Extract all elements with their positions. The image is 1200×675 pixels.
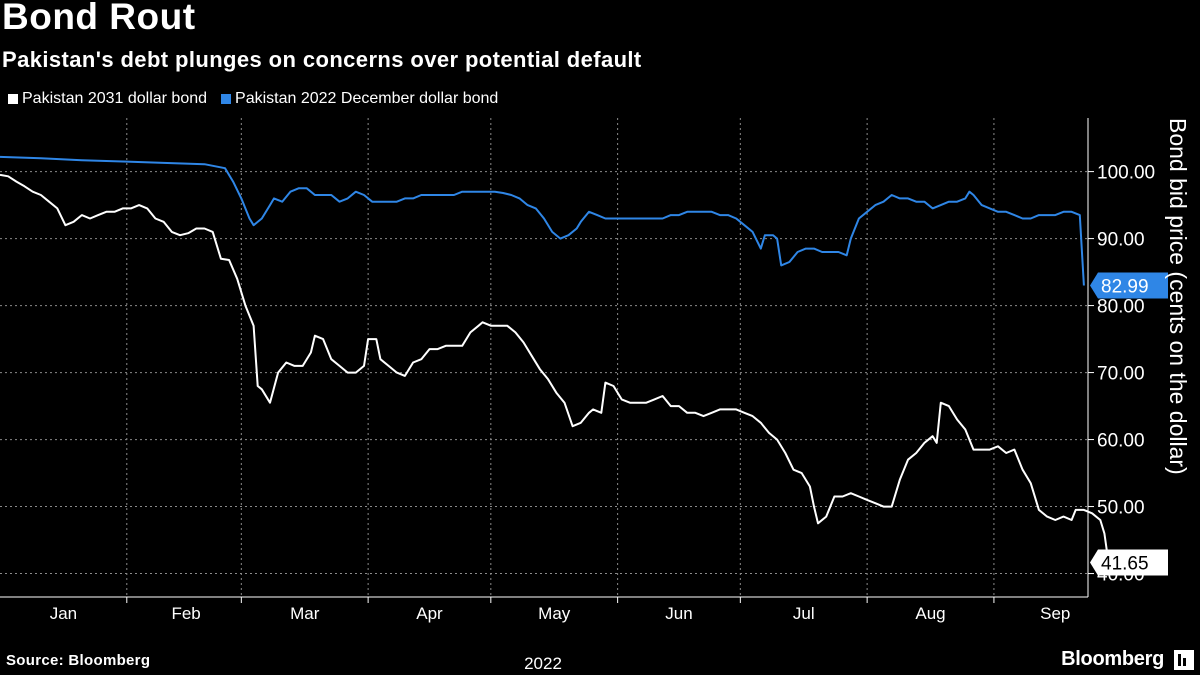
legend-swatch-2031: [8, 94, 18, 104]
legend-item-2031: Pakistan 2031 dollar bond: [8, 90, 207, 108]
grid-layer: [0, 118, 1088, 597]
series-line-2031: [0, 173, 1110, 563]
last-value-badge-2022: [1090, 272, 1168, 299]
series-line-2022: [0, 155, 1085, 286]
legend: Pakistan 2031 dollar bond Pakistan 2022 …: [8, 90, 498, 108]
y-tick-label: 90.00: [1097, 230, 1145, 251]
x-tick-label-apr: Apr: [416, 604, 443, 623]
y-tick-label: 50.00: [1097, 498, 1145, 519]
series-layer: [0, 155, 1110, 563]
x-tick-label-sep: Sep: [1040, 604, 1070, 623]
y-tick-label: 70.00: [1097, 364, 1145, 385]
x-tick-label-may: May: [538, 604, 571, 623]
axis-layer: 40.0050.0060.0070.0080.0090.00100.00JanF…: [0, 118, 1168, 623]
last-value-badge-2031: [1090, 549, 1168, 576]
x-tick-label-jun: Jun: [665, 604, 692, 623]
legend-swatch-2022: [221, 94, 232, 104]
bloomberg-logo-icon: [1174, 650, 1194, 670]
last-value-label-2031: 41.65: [1101, 553, 1149, 574]
chart-title: Bond Rout: [2, 0, 196, 37]
x-tick-label-feb: Feb: [171, 604, 200, 623]
y-tick-label: 100.00: [1097, 163, 1155, 184]
source-note: Source: Bloomberg: [6, 652, 151, 669]
legend-item-2022: Pakistan 2022 December dollar bond: [221, 90, 498, 108]
x-tick-label-aug: Aug: [915, 604, 945, 623]
legend-label-2022: Pakistan 2022 December dollar bond: [235, 90, 499, 107]
chart-subtitle: Pakistan's debt plunges on concerns over…: [2, 47, 642, 72]
x-tick-label-jan: Jan: [50, 604, 77, 623]
legend-label-2031: Pakistan 2031 dollar bond: [22, 90, 208, 107]
last-value-label-2022: 82.99: [1101, 276, 1149, 297]
x-tick-label-jul: Jul: [793, 604, 815, 623]
y-tick-label: 60.00: [1097, 431, 1145, 452]
x-axis-year-label: 2022: [524, 654, 562, 673]
y-axis-label: Bond bid price (cents on the dollar): [1165, 118, 1191, 475]
y-tick-label: 80.00: [1097, 297, 1145, 318]
x-tick-label-mar: Mar: [290, 604, 320, 623]
brand-logo-text: Bloomberg: [1061, 648, 1164, 670]
